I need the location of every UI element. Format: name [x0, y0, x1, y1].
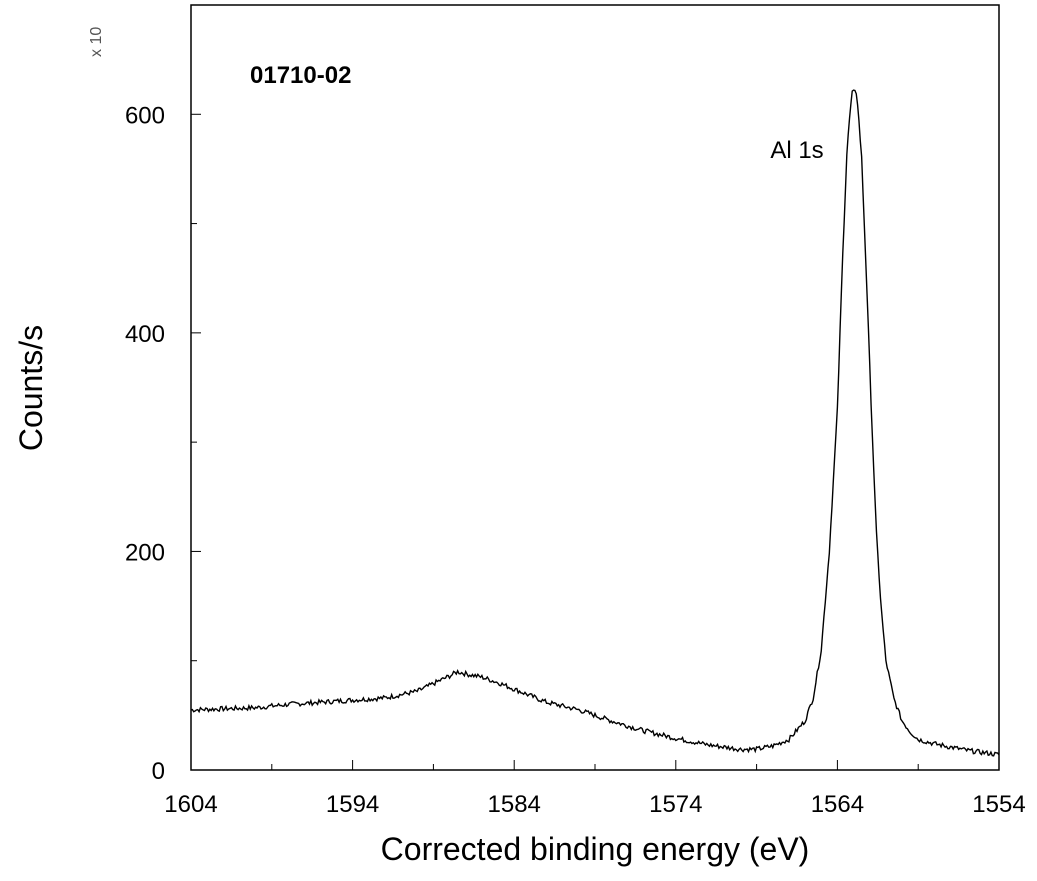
x-tick-label: 1594 [326, 791, 379, 818]
y-axis-label: Counts/s [13, 325, 49, 451]
x-tick-label: 1564 [811, 791, 864, 818]
x-tick-label: 1554 [972, 791, 1025, 818]
y-tick-label: 200 [125, 539, 165, 566]
y-axis-ticks: 0 200 400 600 [125, 102, 201, 785]
x-axis-ticks: 1604 1594 1584 1574 1564 1554 [164, 760, 1026, 818]
x-tick-label: 1584 [488, 791, 541, 818]
y-tick-label: 600 [125, 102, 165, 129]
chart-title: 01710-02 [250, 62, 351, 89]
peak-annotation-al1s: Al 1s [770, 137, 823, 164]
x-tick-label: 1604 [164, 791, 217, 818]
x-tick-label: 1574 [649, 791, 702, 818]
x-axis-label: Corrected binding energy (eV) [381, 831, 810, 867]
y-tick-label: 400 [125, 321, 165, 348]
plot-frame [190, 4, 1000, 771]
y-tick-label: 0 [152, 758, 165, 785]
series-line [190, 89, 1000, 757]
y-axis-multiplier: x 10 [88, 27, 105, 57]
